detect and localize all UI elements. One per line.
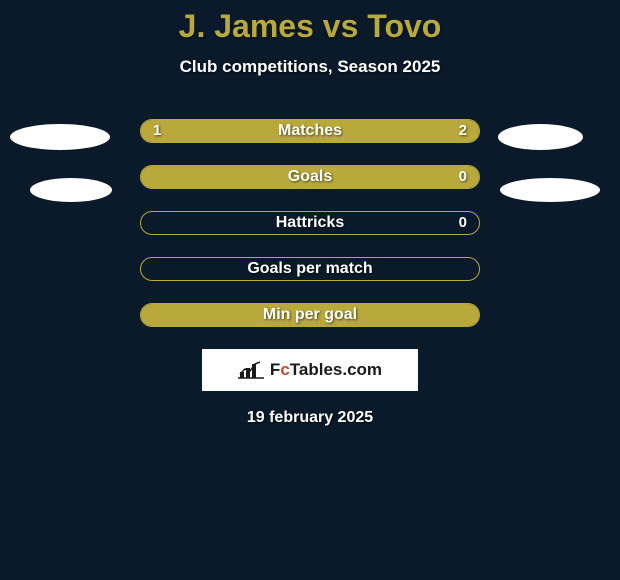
- brand-box[interactable]: FcTables.com: [202, 349, 418, 391]
- brand-accent-char: c: [280, 360, 289, 379]
- stat-row: Goals per match: [140, 257, 480, 281]
- stat-right-value: 0: [459, 166, 467, 188]
- stat-label: Goals per match: [141, 258, 479, 280]
- stat-row: Goals0: [140, 165, 480, 189]
- stat-left-value: 1: [153, 120, 161, 142]
- stats-wrap: Matches12Goals0Hattricks0Goals per match…: [140, 119, 480, 327]
- brand-text: FcTables.com: [270, 360, 382, 380]
- stat-right-value: 0: [459, 212, 467, 234]
- stat-row: Min per goal: [140, 303, 480, 327]
- brand-inner: FcTables.com: [238, 360, 382, 380]
- stat-row: Hattricks0: [140, 211, 480, 235]
- stat-label: Min per goal: [141, 304, 479, 326]
- side-ellipse-3: [500, 178, 600, 202]
- stat-label: Hattricks: [141, 212, 479, 234]
- container: J. James vs Tovo Club competitions, Seas…: [0, 0, 620, 427]
- side-ellipse-1: [498, 124, 583, 150]
- page-title: J. James vs Tovo: [0, 8, 620, 45]
- stat-right-value: 2: [459, 120, 467, 142]
- stat-label: Matches: [141, 120, 479, 142]
- date-label: 19 february 2025: [0, 409, 620, 427]
- side-ellipse-0: [10, 124, 110, 150]
- stat-row: Matches1 2: [140, 119, 480, 143]
- side-ellipse-2: [30, 178, 112, 202]
- stat-label: Goals: [141, 166, 479, 188]
- brand-pre: F: [270, 360, 280, 379]
- chart-icon: [238, 360, 264, 380]
- subtitle: Club competitions, Season 2025: [0, 57, 620, 77]
- brand-post: Tables.com: [290, 360, 382, 379]
